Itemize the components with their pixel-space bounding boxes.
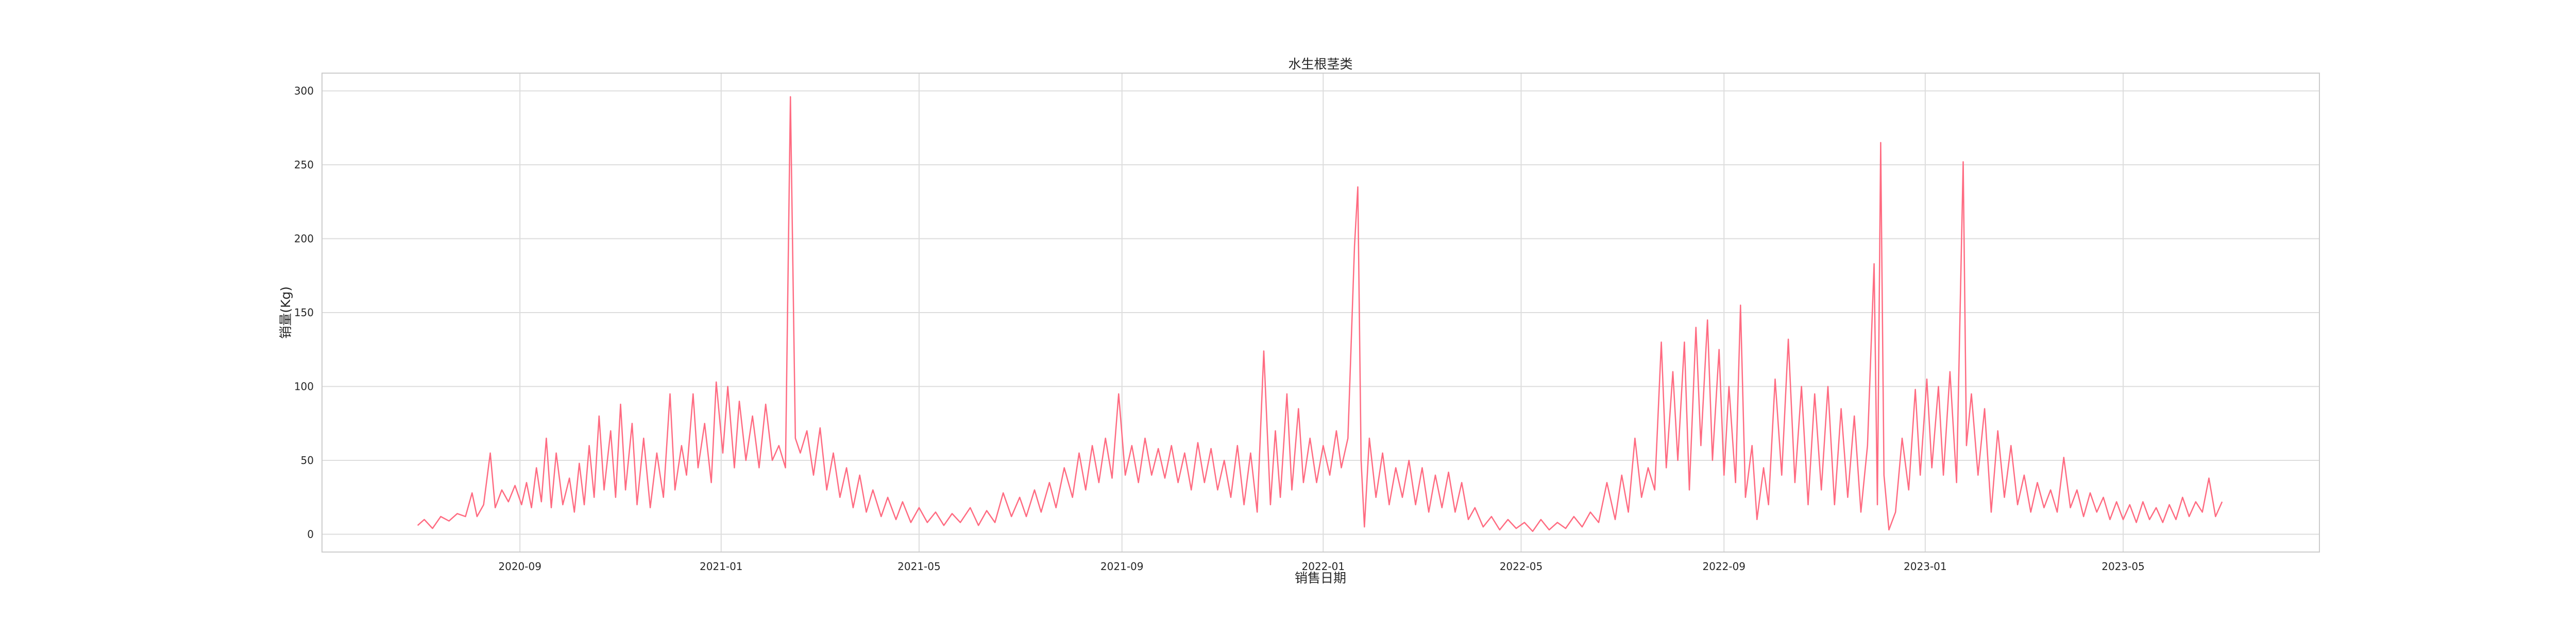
grid xyxy=(322,73,2319,552)
x-tick-label: 2022-09 xyxy=(1702,560,1745,573)
x-tick-label: 2021-09 xyxy=(1100,560,1144,573)
y-tick-label: 300 xyxy=(294,84,314,97)
y-tick-label: 150 xyxy=(294,306,314,319)
x-tick-label: 2022-01 xyxy=(1302,560,1345,573)
x-tick-label: 2021-01 xyxy=(700,560,743,573)
x-tick-label: 2022-05 xyxy=(1500,560,1543,573)
y-tick-labels: 0 50 100 150 200 250 300 xyxy=(294,84,314,540)
y-tick-label: 200 xyxy=(294,232,314,245)
x-tick-label: 2020-09 xyxy=(498,560,541,573)
y-tick-label: 250 xyxy=(294,159,314,171)
chart-title: 水生根茎类 xyxy=(1288,57,1352,72)
y-tick-label: 50 xyxy=(301,454,314,467)
x-tick-label: 2023-01 xyxy=(1904,560,1947,573)
x-tick-labels: 2020-09 2021-01 2021-05 2021-09 2022-01 2022-… xyxy=(498,560,2144,573)
x-tick-label: 2023-05 xyxy=(2102,560,2145,573)
y-axis-label: 销量(Kg) xyxy=(278,286,293,339)
x-axis-label: 销售日期 xyxy=(1295,571,1346,585)
series-line xyxy=(417,96,2223,532)
y-tick-label: 0 xyxy=(307,528,314,541)
y-tick-label: 100 xyxy=(294,381,314,393)
series-layer xyxy=(417,96,2223,532)
plot-frame xyxy=(321,73,2320,553)
x-tick-label: 2021-05 xyxy=(897,560,941,573)
